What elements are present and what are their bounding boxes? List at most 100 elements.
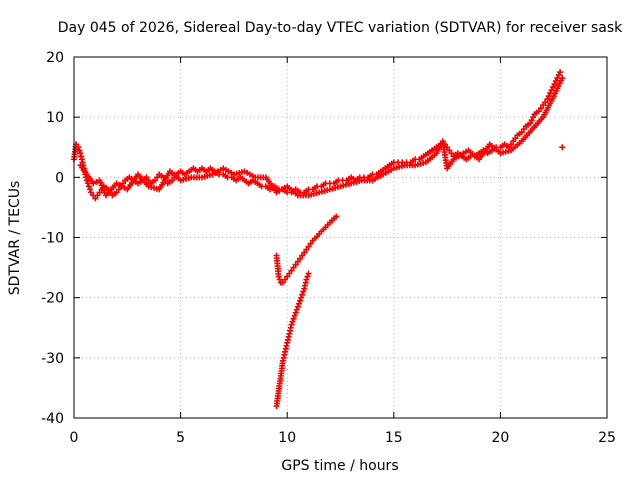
y-tick-label: 10 — [46, 110, 64, 126]
data-point — [85, 183, 92, 190]
data-point — [279, 279, 286, 286]
grid-layer — [74, 57, 607, 418]
y-tick-label: 20 — [46, 50, 64, 66]
x-tick-labels: 0 5 10 15 20 25 — [70, 430, 616, 446]
data-point — [548, 87, 555, 94]
y-tick-label: -40 — [41, 411, 64, 427]
data-point-fill — [299, 252, 306, 259]
data-point — [301, 249, 308, 256]
x-tick-label: 0 — [70, 430, 79, 446]
data-point-fill — [303, 246, 310, 253]
data-point — [284, 273, 291, 280]
ticks-layer — [73, 56, 608, 419]
data-point-fill — [276, 276, 283, 283]
data-point — [296, 255, 303, 262]
data-point — [303, 276, 310, 283]
data-point — [552, 78, 559, 85]
data-point — [540, 102, 547, 109]
data-point-fill — [289, 318, 296, 325]
data-point-fill — [290, 264, 297, 271]
data-point — [169, 177, 176, 184]
chart-title: Day 045 of 2026, Sidereal Day-to-day VTE… — [58, 20, 623, 36]
data-point — [152, 177, 159, 184]
series-main-trace — [71, 69, 564, 202]
data-point-fill — [542, 99, 549, 106]
data-point — [305, 243, 312, 250]
plot-frame — [73, 56, 608, 419]
data-point — [296, 297, 303, 304]
data-point — [290, 315, 297, 322]
data-point — [305, 270, 312, 277]
series-lower-dropout-arc — [273, 270, 312, 409]
data-point-fill — [84, 180, 91, 187]
data-point — [143, 174, 150, 181]
data-point-fill — [307, 240, 314, 247]
data-point — [333, 213, 340, 220]
data-point — [288, 321, 295, 328]
data-point — [90, 180, 97, 187]
data-point — [510, 138, 517, 145]
y-tick-label: -20 — [41, 291, 64, 307]
data-point-fill — [93, 178, 100, 185]
data-point-fill — [508, 141, 515, 148]
data-point-fill — [293, 306, 300, 313]
x-tick-label: 5 — [176, 430, 185, 446]
data-point-fill — [304, 273, 311, 280]
series-secondary-band — [77, 75, 566, 199]
data-point-fill — [282, 276, 289, 283]
data-point — [446, 147, 453, 154]
x-tick-label: 20 — [491, 430, 509, 446]
data-point — [559, 144, 566, 151]
data-point — [292, 261, 299, 268]
data-point-fill — [76, 147, 83, 154]
data-point-fill — [512, 135, 519, 142]
x-tick-label: 10 — [278, 430, 296, 446]
data-point — [299, 291, 306, 298]
y-tick-label: -10 — [41, 231, 64, 247]
data-point — [535, 108, 542, 115]
y-tick-label: -30 — [41, 351, 64, 367]
data-point-fill — [291, 312, 298, 319]
y-tick-label: 0 — [55, 170, 64, 186]
data-point-fill — [520, 126, 527, 133]
x-tick-label: 15 — [385, 430, 403, 446]
data-point-fill — [300, 288, 307, 295]
data-point — [88, 189, 95, 196]
data-point — [559, 75, 566, 82]
data-point-fill — [120, 180, 127, 187]
data-point — [294, 303, 301, 310]
data-point-fill — [555, 72, 562, 79]
data-point-fill — [86, 186, 93, 193]
data-point — [92, 195, 99, 202]
data-point-fill — [286, 270, 293, 277]
data-point-fill — [549, 84, 556, 91]
x-axis-title: GPS time / hours — [281, 458, 398, 474]
data-point — [557, 69, 564, 76]
data-point-fill — [298, 294, 305, 301]
x-tick-label: 25 — [598, 430, 616, 446]
data-point-fill — [448, 150, 455, 157]
data-point-fill — [537, 105, 544, 112]
data-point — [96, 189, 103, 196]
data-point — [113, 189, 120, 196]
data-point — [518, 129, 525, 136]
data-point-fill — [154, 174, 161, 181]
y-axis-title: SDTVAR / TECUs — [7, 181, 23, 296]
data-point-fill — [294, 258, 301, 265]
data-point — [275, 273, 282, 280]
data-point — [292, 309, 299, 316]
data-point-fill — [94, 192, 101, 199]
data-marks — [71, 69, 566, 409]
data-point-fill — [551, 81, 558, 88]
data-point — [527, 120, 534, 127]
y-tick-labels: 20 10 0 -10 -20 -30 -40 — [41, 50, 64, 427]
data-point — [288, 267, 295, 274]
data-point — [75, 144, 82, 151]
data-point-fill — [528, 117, 535, 124]
series-upper-dropout-arc — [273, 213, 340, 286]
data-point-fill — [145, 177, 152, 184]
data-point — [544, 96, 551, 103]
data-point-fill — [530, 114, 537, 121]
data-point-fill — [295, 300, 302, 307]
